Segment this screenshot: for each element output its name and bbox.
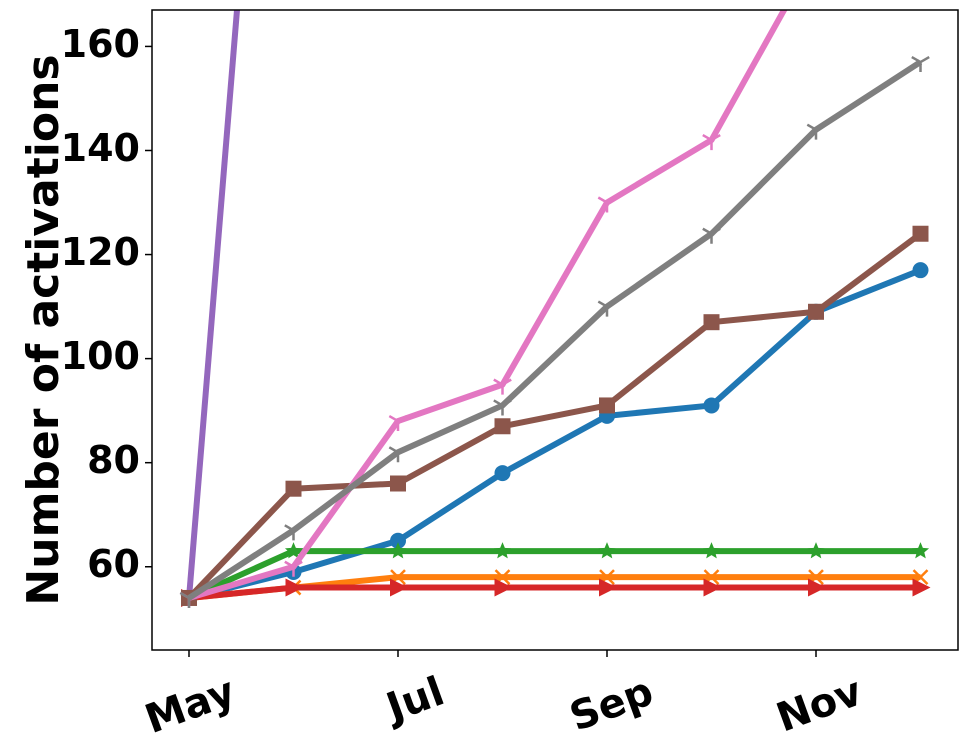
- marker: [807, 542, 825, 559]
- marker: [284, 542, 303, 559]
- y-tick-label: 140: [61, 126, 140, 170]
- marker: [390, 578, 408, 597]
- marker: [808, 303, 824, 320]
- x-tick-label: Sep: [564, 669, 659, 740]
- marker: [598, 542, 616, 559]
- marker: [703, 314, 720, 331]
- marker: [390, 532, 406, 549]
- series-line: [188, 584, 921, 601]
- marker: [911, 542, 930, 559]
- plot-frame: [151, 9, 959, 651]
- series-line: [188, 10, 788, 601]
- marker: [597, 196, 617, 213]
- marker: [179, 591, 199, 608]
- marker: [389, 542, 407, 559]
- marker: [284, 560, 303, 577]
- marker: [912, 225, 929, 242]
- marker: [912, 578, 931, 597]
- series-line: [186, 10, 241, 599]
- marker: [493, 542, 512, 559]
- marker: [284, 524, 303, 541]
- marker: [388, 446, 408, 463]
- marker: [806, 123, 826, 140]
- marker: [599, 397, 615, 414]
- x-tick-label: Jul: [378, 669, 450, 733]
- marker: [494, 418, 511, 435]
- y-tick-label: 100: [61, 334, 140, 378]
- y-tick-label: 80: [87, 438, 140, 482]
- marker: [912, 262, 929, 279]
- marker: [702, 227, 721, 244]
- x-tick-label: Nov: [771, 669, 869, 740]
- marker: [599, 578, 617, 597]
- y-tick-label: 160: [61, 22, 140, 66]
- series-line: [187, 59, 923, 601]
- marker: [493, 399, 512, 416]
- series-line: [186, 231, 923, 601]
- marker: [388, 414, 408, 432]
- marker: [285, 578, 304, 597]
- y-axis-label: Number of activations: [18, 54, 69, 605]
- marker: [597, 300, 617, 317]
- y-tick-label: 120: [61, 230, 140, 274]
- marker: [702, 542, 721, 559]
- plot-area: [179, 10, 931, 608]
- marker: [911, 55, 930, 73]
- marker: [390, 475, 406, 492]
- marker: [703, 397, 720, 414]
- marker: [494, 465, 511, 482]
- marker: [285, 480, 302, 497]
- marker: [494, 578, 513, 597]
- series-line: [188, 267, 922, 601]
- x-tick-label: May: [139, 669, 241, 740]
- marker: [493, 378, 512, 395]
- series-line: [187, 548, 921, 601]
- marker: [808, 578, 826, 597]
- y-tick-label: 60: [87, 542, 140, 586]
- marker: [702, 133, 721, 151]
- marker: [703, 578, 722, 597]
